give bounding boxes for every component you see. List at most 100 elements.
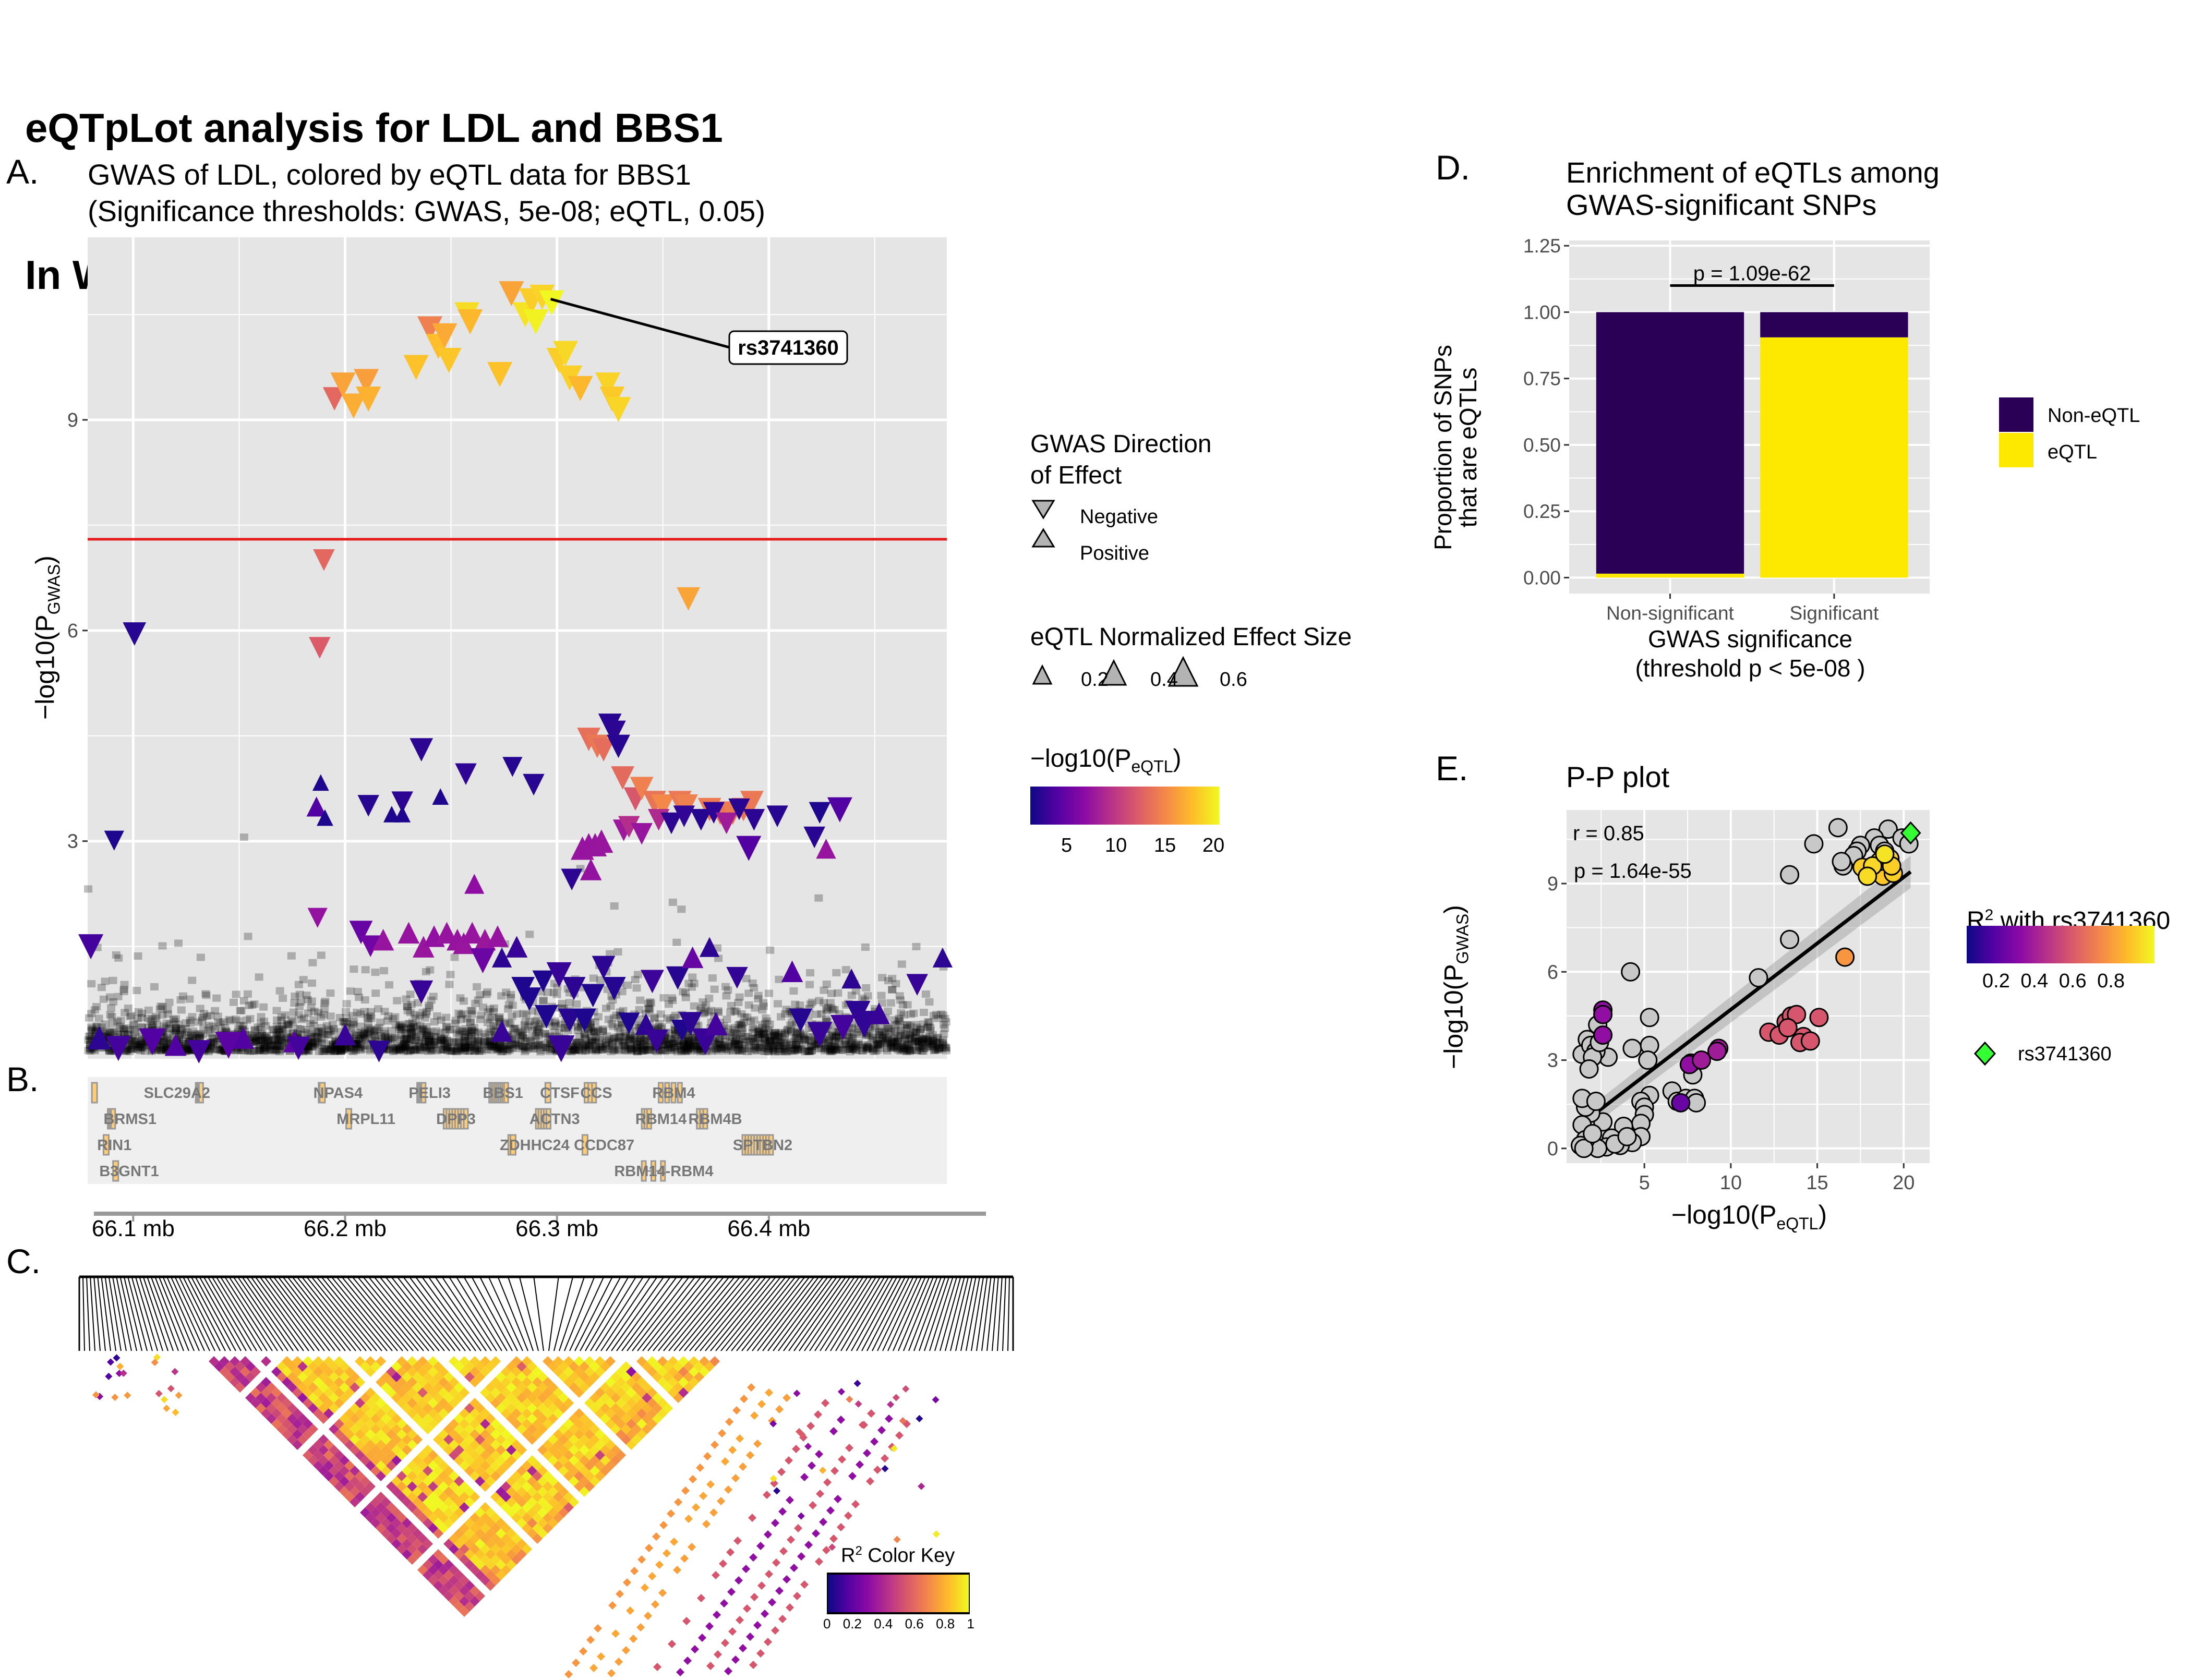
background-snp-point: [440, 1035, 449, 1043]
background-snp-point: [389, 1046, 398, 1054]
background-snp-point: [185, 995, 194, 1003]
background-snp-point: [801, 1048, 810, 1056]
background-snp-point: [279, 994, 287, 1002]
background-snp-point: [440, 1039, 449, 1047]
background-snp-point: [515, 1032, 524, 1040]
ld-stripe-cell: [676, 1668, 684, 1676]
gene-slc29a2: SLC29A2: [144, 1082, 210, 1104]
background-snp-point: [867, 1036, 876, 1044]
background-snp-point: [763, 1047, 772, 1055]
background-snp-point: [650, 1014, 659, 1022]
ld-stripe-cell: [851, 1500, 860, 1508]
background-snp-point: [640, 1047, 649, 1055]
background-snp-point: [674, 1037, 683, 1045]
legend-direction-title-line2: of Effect: [1030, 462, 1122, 489]
background-snp-point: [346, 1024, 355, 1032]
ld-stripe-cell: [777, 1468, 786, 1476]
ld-stripe-cell: [764, 1638, 772, 1646]
background-snp-point: [471, 999, 480, 1007]
background-snp-point: [854, 1039, 863, 1047]
background-snp-point: [923, 1043, 932, 1050]
background-snp-point: [869, 1047, 878, 1055]
background-snp-point: [910, 1037, 919, 1045]
background-snp-point: [889, 1035, 898, 1043]
background-snp-point: [615, 1047, 623, 1055]
background-snp-point: [633, 1041, 642, 1048]
background-snp-point: [117, 1024, 126, 1032]
background-snp-point: [473, 983, 481, 990]
background-snp-point: [400, 1037, 409, 1045]
background-snp-point: [584, 1046, 593, 1054]
background-snp-point: [177, 1006, 186, 1014]
background-snp-point: [378, 1034, 387, 1042]
background-snp-point: [734, 1040, 743, 1048]
background-snp-point: [592, 1033, 600, 1041]
background-snp-point: [926, 1035, 935, 1043]
background-snp-point: [902, 1048, 911, 1056]
background-snp-point: [932, 1038, 941, 1046]
background-snp-point: [497, 1048, 505, 1056]
background-snp-point: [804, 1047, 813, 1055]
background-snp-point: [869, 1023, 877, 1031]
background-snp-point: [489, 1004, 498, 1012]
background-snp-point: [832, 1045, 841, 1053]
background-snp-point: [744, 989, 753, 997]
background-snp-point: [873, 1041, 882, 1049]
background-snp-point: [116, 1017, 125, 1024]
background-snp-point: [473, 1037, 482, 1045]
background-snp-point: [274, 1028, 283, 1036]
background-snp-point: [826, 1047, 835, 1055]
background-snp-point: [395, 1045, 404, 1053]
background-snp-point: [848, 1033, 857, 1041]
background-snp-point: [240, 1047, 249, 1055]
background-snp-point: [520, 1021, 529, 1029]
background-snp-point: [519, 1043, 528, 1050]
background-snp-point: [261, 1034, 270, 1042]
background-snp-point: [337, 1047, 346, 1055]
background-snp-point: [800, 1031, 809, 1039]
gene-rbm4b: RBM4B: [688, 1108, 742, 1130]
background-snp-point: [360, 1028, 369, 1035]
background-snp-point: [609, 1022, 618, 1030]
background-snp-point: [454, 1009, 463, 1017]
background-snp-point: [906, 1022, 914, 1030]
background-snp-point: [165, 998, 174, 1006]
background-snp-point: [584, 1042, 593, 1050]
background-snp-point: [792, 1028, 801, 1036]
background-snp-point: [619, 1039, 628, 1047]
background-snp-point: [466, 1019, 475, 1026]
background-snp-point: [588, 1038, 597, 1046]
ld-stripe-cell: [653, 1663, 661, 1671]
background-snp-point: [199, 1023, 208, 1031]
background-snp-point: [533, 1025, 542, 1033]
background-snp-point: [432, 1047, 441, 1055]
background-snp-point: [915, 1037, 924, 1045]
background-snp-point: [804, 1047, 813, 1055]
ld-stripe-cell: [837, 1416, 845, 1424]
background-snp-point: [518, 1029, 527, 1036]
background-snp-point: [739, 1036, 748, 1044]
background-snp-point: [473, 1045, 481, 1053]
background-snp-point: [287, 1016, 296, 1024]
background-snp-point: [350, 965, 358, 973]
background-snp-point: [627, 1045, 636, 1053]
background-snp-point: [743, 1048, 752, 1056]
background-snp-point: [169, 1016, 178, 1024]
background-snp-point: [898, 1001, 907, 1009]
background-snp-point: [724, 986, 732, 994]
ld-stripe-cell: [589, 1664, 598, 1672]
background-snp-point: [691, 1043, 700, 1050]
background-snp-point: [427, 1028, 436, 1036]
background-snp-point: [260, 1018, 269, 1025]
background-snp-point: [748, 1034, 757, 1042]
background-snp-point: [239, 833, 248, 841]
ld-scatter-cell: [119, 1369, 127, 1377]
background-snp-point: [834, 989, 842, 997]
background-snp-point: [347, 1047, 356, 1055]
background-snp-point: [462, 1028, 471, 1036]
background-snp-point: [894, 1017, 903, 1024]
background-snp-point: [106, 1047, 115, 1055]
background-snp-point: [870, 1044, 879, 1051]
background-snp-point: [792, 1042, 801, 1049]
background-snp-point: [219, 1018, 228, 1025]
